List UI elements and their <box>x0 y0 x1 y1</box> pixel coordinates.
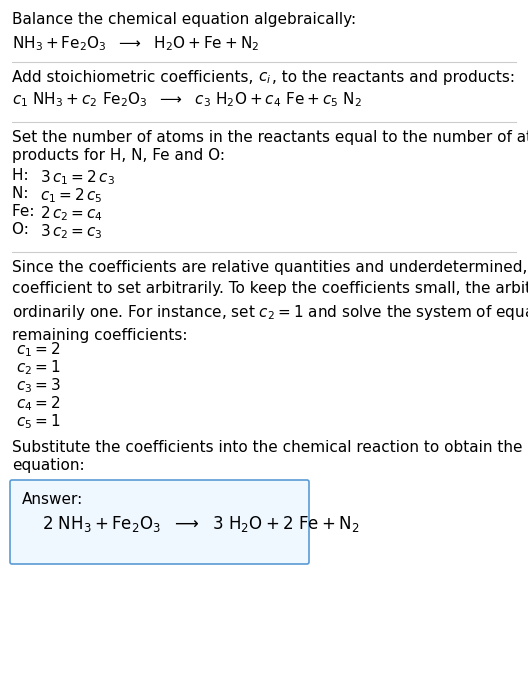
Text: $2\,c_2 = c_4$: $2\,c_2 = c_4$ <box>40 204 103 222</box>
Text: Set the number of atoms in the reactants equal to the number of atoms in the: Set the number of atoms in the reactants… <box>12 130 528 145</box>
Text: $c_i$: $c_i$ <box>258 70 271 86</box>
Text: , to the reactants and products:: , to the reactants and products: <box>271 70 515 85</box>
Text: products for H, N, Fe and O:: products for H, N, Fe and O: <box>12 148 225 163</box>
Text: Answer:: Answer: <box>22 492 83 507</box>
Text: Substitute the coefficients into the chemical reaction to obtain the balanced: Substitute the coefficients into the che… <box>12 440 528 455</box>
Text: equation:: equation: <box>12 458 84 473</box>
Text: $\mathregular{NH_3 + Fe_2O_3 \ \ \longrightarrow \ \ H_2O + Fe + N_2}$: $\mathregular{NH_3 + Fe_2O_3 \ \ \longri… <box>12 34 259 53</box>
FancyBboxPatch shape <box>10 480 309 564</box>
Text: Add stoichiometric coefficients,: Add stoichiometric coefficients, <box>12 70 258 85</box>
Text: $c_1 = 2\,c_5$: $c_1 = 2\,c_5$ <box>40 186 102 205</box>
Text: $c_4 = 2$: $c_4 = 2$ <box>16 394 61 412</box>
Text: Since the coefficients are relative quantities and underdetermined, choose a
coe: Since the coefficients are relative quan… <box>12 260 528 343</box>
Text: $3\,c_1 = 2\,c_3$: $3\,c_1 = 2\,c_3$ <box>40 168 115 187</box>
Text: Fe:: Fe: <box>12 204 40 219</box>
Text: $c_3 = 3$: $c_3 = 3$ <box>16 376 61 395</box>
Text: $3\,c_2 = c_3$: $3\,c_2 = c_3$ <box>40 222 103 241</box>
Text: $c_1 = 2$: $c_1 = 2$ <box>16 340 61 359</box>
Text: $c_2 = 1$: $c_2 = 1$ <box>16 358 61 377</box>
Text: Balance the chemical equation algebraically:: Balance the chemical equation algebraica… <box>12 12 356 27</box>
Text: O:: O: <box>12 222 34 237</box>
Text: $2\ \mathregular{NH_3} + \mathregular{Fe_2O_3} \ \ \longrightarrow \ \ 3\ \mathr: $2\ \mathregular{NH_3} + \mathregular{Fe… <box>42 514 360 534</box>
Text: $c_5 = 1$: $c_5 = 1$ <box>16 412 61 431</box>
Text: $c_1\ \mathregular{NH_3} + c_2\ \mathregular{Fe_2O_3} \ \ \longrightarrow \ \ c_: $c_1\ \mathregular{NH_3} + c_2\ \mathreg… <box>12 90 362 109</box>
Text: N:: N: <box>12 186 33 201</box>
Text: H:: H: <box>12 168 33 183</box>
